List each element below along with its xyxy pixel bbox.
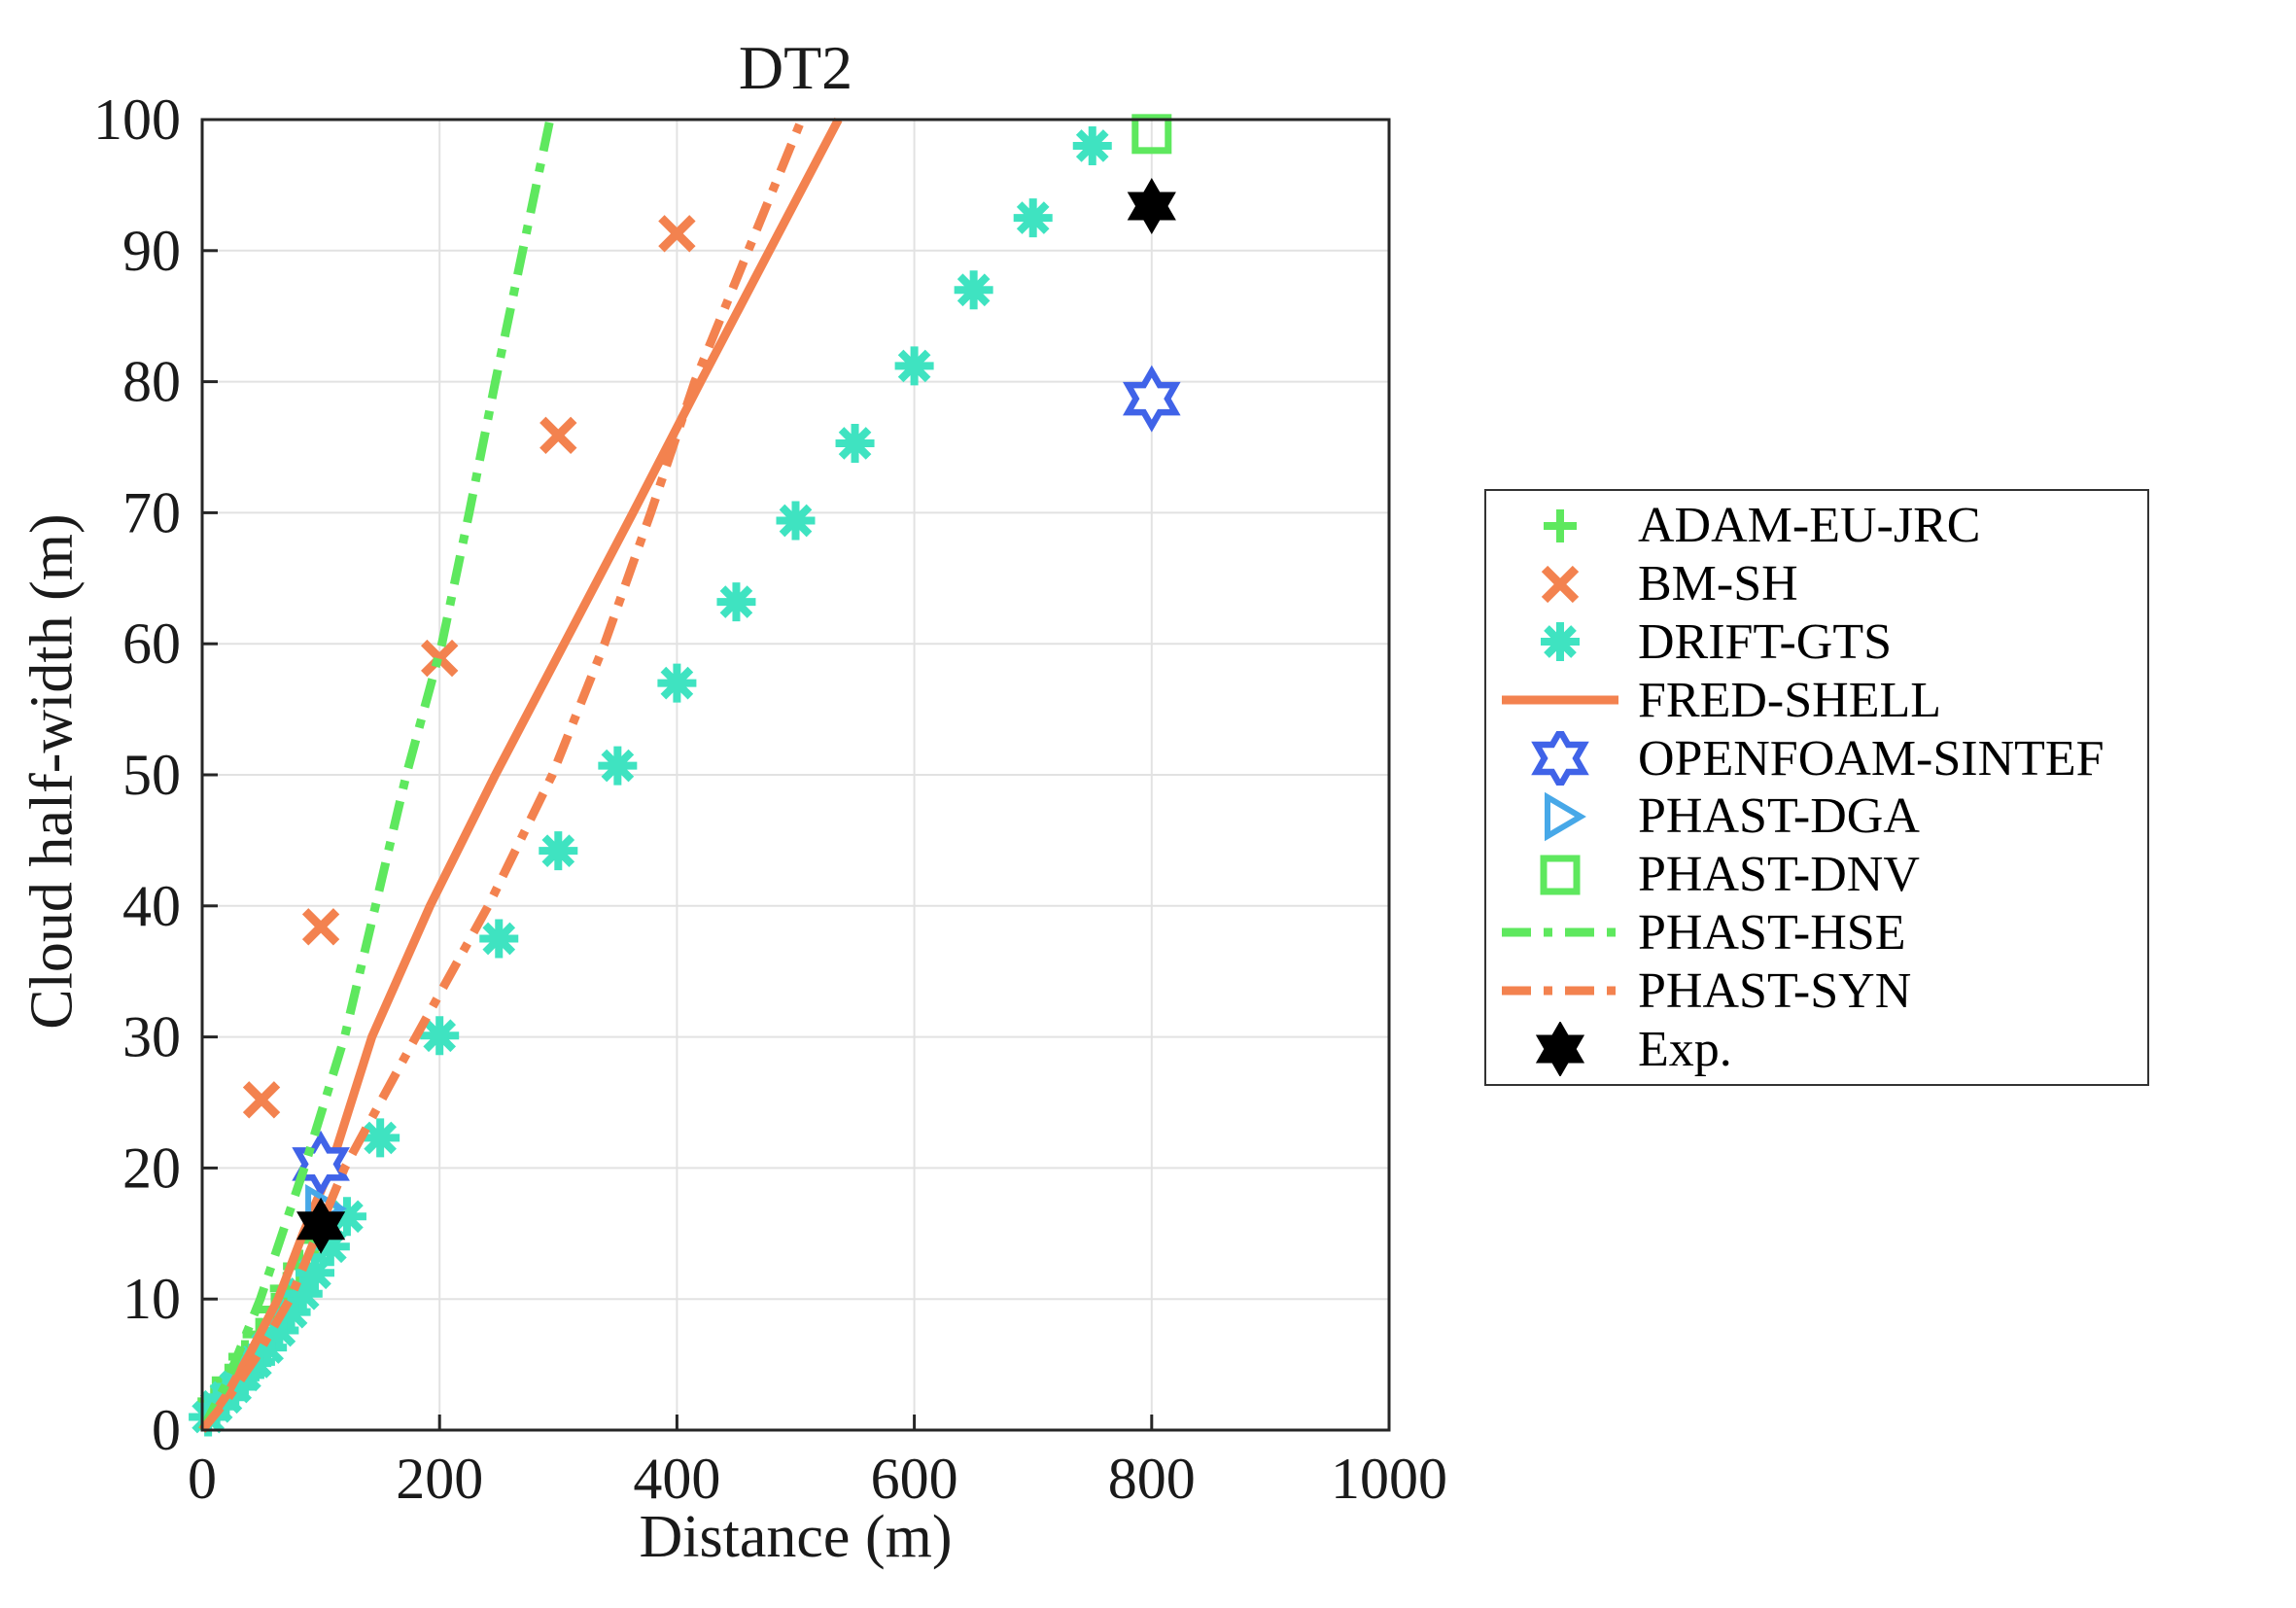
legend-entry-OPENFOAM-SINTEF: OPENFOAM-SINTEF <box>1496 730 2147 787</box>
chart-title: DT2 <box>738 33 853 102</box>
x-tick-label: 800 <box>1108 1447 1196 1511</box>
x-axis-label: Distance (m) <box>639 1504 953 1570</box>
x-tick-label: 200 <box>396 1447 483 1511</box>
legend: ADAM-EU-JRC BM-SH DRIFT-GTS FRED-SHELL OPENF… <box>1484 489 2149 1086</box>
y-axis-label: Cloud half-width (m) <box>18 513 86 1030</box>
legend-entry-FRED-SHELL: FRED-SHELL <box>1496 672 2147 728</box>
legend-marker-DRIFT-GTS <box>1541 622 1580 662</box>
y-tick-label: 10 <box>122 1267 181 1331</box>
y-tick-label: 80 <box>122 350 181 414</box>
y-tick-label: 30 <box>122 1005 181 1069</box>
legend-entry-Exp.: Exp. <box>1496 1021 2147 1077</box>
legend-label: PHAST-DNV <box>1638 847 1920 903</box>
legend-entry-PHAST-SYN: PHAST-SYN <box>1496 962 2147 1019</box>
series-OPENFOAM-SINTEF <box>292 365 1181 1198</box>
legend-marker-PHAST-HSE <box>1502 927 1618 937</box>
legend-entry-DRIFT-GTS: DRIFT-GTS <box>1496 613 2147 670</box>
legend-label: PHAST-HSE <box>1638 904 1906 961</box>
legend-label: BM-SH <box>1638 556 1798 612</box>
series-BM-SH <box>242 215 696 1119</box>
legend-entry-ADAM-EU-JRC: ADAM-EU-JRC <box>1496 498 2147 554</box>
legend-marker-OPENFOAM-SINTEF <box>1531 731 1589 787</box>
legend-label: DRIFT-GTS <box>1638 613 1893 670</box>
legend-label: Exp. <box>1638 1021 1732 1077</box>
legend-marker-BM-SH <box>1541 565 1580 603</box>
y-tick-label: 50 <box>122 743 181 807</box>
legend-marker-PHAST-SYN <box>1502 986 1618 996</box>
legend-marker-PHAST-DGA <box>1545 791 1586 842</box>
x-tick-label: 600 <box>871 1447 958 1511</box>
y-tick-label: 90 <box>122 219 181 283</box>
y-tick-label: 40 <box>122 874 181 938</box>
y-tick-label: 20 <box>122 1136 181 1200</box>
legend-label: PHAST-DGA <box>1638 788 1920 845</box>
x-tick-label: 1000 <box>1331 1447 1447 1511</box>
legend-marker-Exp. <box>1535 1022 1585 1077</box>
legend-entry-PHAST-DGA: PHAST-DGA <box>1496 788 2147 845</box>
y-tick-label: 60 <box>122 612 181 676</box>
legend-entry-PHAST-DNV: PHAST-DNV <box>1496 847 2147 903</box>
line-PHAST-SYN <box>198 118 806 1433</box>
x-tick-label: 0 <box>188 1447 217 1511</box>
legend-label: ADAM-EU-JRC <box>1638 498 1981 554</box>
legend-marker-ADAM-EU-JRC <box>1544 508 1577 542</box>
y-tick-label: 0 <box>152 1398 181 1462</box>
legend-entry-BM-SH: BM-SH <box>1496 556 2147 612</box>
series-Exp. <box>296 177 1176 1254</box>
y-tick-label: 70 <box>122 480 181 544</box>
legend-label: OPENFOAM-SINTEF <box>1638 730 2105 787</box>
x-tick-label: 400 <box>633 1447 720 1511</box>
legend-label: FRED-SHELL <box>1638 672 1941 728</box>
legend-marker-FRED-SHELL <box>1502 695 1618 705</box>
line-PHAST-HSE <box>198 119 555 1433</box>
legend-label: PHAST-SYN <box>1638 962 1912 1019</box>
legend-entry-PHAST-HSE: PHAST-HSE <box>1496 904 2147 961</box>
series-PHAST-DNV <box>1131 114 1172 155</box>
legend-marker-PHAST-DNV <box>1540 855 1581 895</box>
y-tick-label: 100 <box>93 87 181 152</box>
